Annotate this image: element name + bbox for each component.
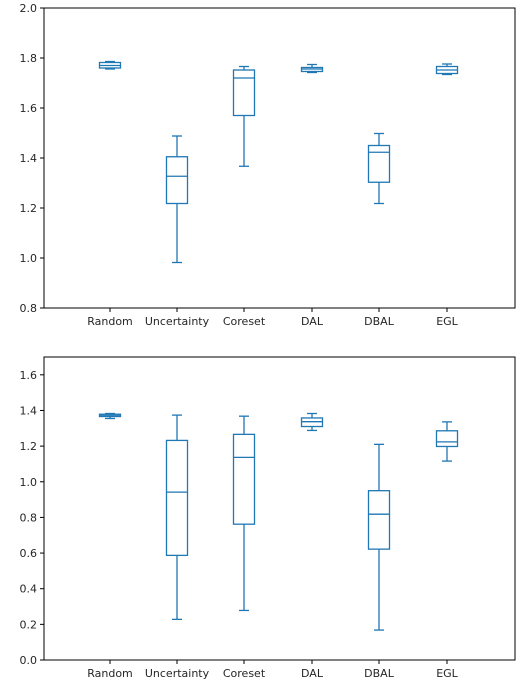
y-tick-label: 1.2 — [20, 202, 38, 215]
y-tick-label: 1.6 — [20, 102, 38, 115]
iqr-box — [435, 430, 459, 448]
box-uncertainty — [165, 414, 189, 621]
x-tick-label: DAL — [301, 315, 324, 328]
x-tick-label: EGL — [436, 315, 458, 328]
x-tick-label: Random — [87, 667, 133, 680]
iqr-box — [367, 144, 391, 183]
x-tick-label: Coreset — [223, 667, 266, 680]
box-coreset — [232, 415, 256, 612]
y-tick-label: 1.4 — [20, 152, 38, 165]
iqr-box — [232, 69, 256, 117]
y-tick-label: 1.6 — [20, 369, 38, 382]
box-dbal — [367, 132, 391, 205]
x-tick-label: DBAL — [364, 315, 395, 328]
top-box-plot: 0.8 1.0 1.2 1.4 1.6 1.8 2.0 Random Uncertainty Co… — [20, 2, 516, 328]
y-tick-label: 1.0 — [20, 252, 38, 265]
box-egl — [435, 63, 459, 76]
x-tick-label: Uncertainty — [145, 315, 210, 328]
y-tick-label: 0.6 — [20, 547, 38, 560]
iqr-box — [165, 439, 189, 557]
x-tick-label: DBAL — [364, 667, 395, 680]
iqr-box — [232, 433, 256, 525]
y-tick-label: 1.4 — [20, 404, 38, 417]
box-coreset — [232, 65, 256, 167]
y-tick-label: 0.8 — [20, 302, 38, 315]
y-tick-label: 2.0 — [20, 2, 38, 15]
x-tick-label: Uncertainty — [145, 667, 210, 680]
y-tick-label: 0.2 — [20, 618, 38, 631]
iqr-box — [367, 490, 391, 550]
box-dbal — [367, 443, 391, 631]
y-tick-label: 0.0 — [20, 654, 38, 667]
x-tick-label: Random — [87, 315, 133, 328]
y-tick-label: 0.4 — [20, 583, 38, 596]
x-tick-label: EGL — [436, 667, 458, 680]
bottom-box-plot: 0.0 0.2 0.4 0.6 0.8 1.0 1.2 1.4 1.6 Random Uncerta… — [20, 356, 516, 680]
x-tick-label: DAL — [301, 667, 324, 680]
y-tick-label: 1.2 — [20, 440, 38, 453]
box-dal — [300, 63, 324, 74]
axes-frame — [43, 356, 516, 661]
box-dal — [300, 412, 324, 432]
box-random — [98, 60, 122, 70]
box-uncertainty — [165, 135, 189, 264]
y-tick-label: 1.0 — [20, 476, 38, 489]
y-tick-label: 0.8 — [20, 511, 38, 524]
box-random — [98, 412, 122, 420]
x-tick-label: Coreset — [223, 315, 266, 328]
box-egl — [435, 421, 459, 462]
y-tick-label: 1.8 — [20, 52, 38, 65]
iqr-box — [165, 156, 189, 205]
